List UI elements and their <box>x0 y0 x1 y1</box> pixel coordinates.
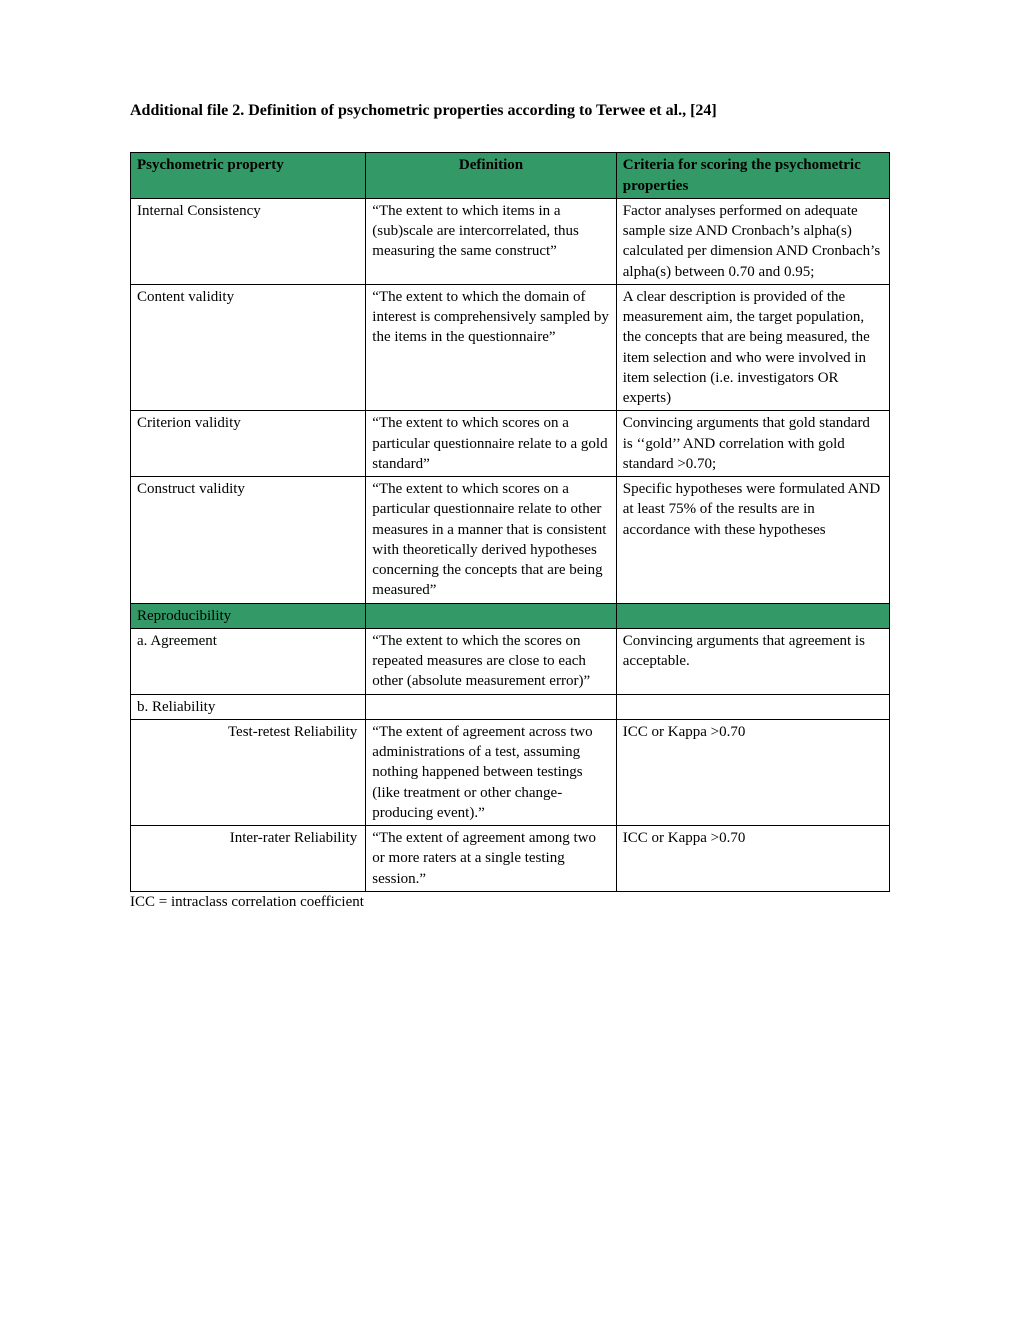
table-header-row: Psychometric property Definition Criteri… <box>131 153 890 199</box>
cell-criteria: Convincing arguments that gold standard … <box>616 411 889 477</box>
cell-definition: “The extent to which the domain of inter… <box>366 284 616 411</box>
cell-definition: “The extent to which scores on a particu… <box>366 477 616 604</box>
cell-definition: “The extent of agreement among two or mo… <box>366 826 616 892</box>
table-row: Test-retest Reliability “The extent of a… <box>131 719 890 825</box>
psychometric-table: Psychometric property Definition Criteri… <box>130 152 890 892</box>
cell-definition: “The extent to which items in a (sub)sca… <box>366 198 616 284</box>
column-header-criteria: Criteria for scoring the psychometric pr… <box>616 153 889 199</box>
cell-definition <box>366 694 616 719</box>
cell-property: a. Agreement <box>131 628 366 694</box>
footnote: ICC = intraclass correlation coefficient <box>130 894 890 911</box>
cell-criteria: A clear description is provided of the m… <box>616 284 889 411</box>
table-row: Content validity “The extent to which th… <box>131 284 890 411</box>
section-empty <box>366 603 616 628</box>
table-row: b. Reliability <box>131 694 890 719</box>
column-header-property: Psychometric property <box>131 153 366 199</box>
table-row: Construct validity “The extent to which … <box>131 477 890 604</box>
cell-property: Internal Consistency <box>131 198 366 284</box>
table-row: a. Agreement “The extent to which the sc… <box>131 628 890 694</box>
cell-property: Criterion validity <box>131 411 366 477</box>
cell-criteria: Factor analyses performed on adequate sa… <box>616 198 889 284</box>
column-header-definition: Definition <box>366 153 616 199</box>
cell-property: b. Reliability <box>131 694 366 719</box>
table-row: Criterion validity “The extent to which … <box>131 411 890 477</box>
table-row: Inter-rater Reliability “The extent of a… <box>131 826 890 892</box>
section-empty <box>616 603 889 628</box>
cell-property: Content validity <box>131 284 366 411</box>
cell-definition: “The extent to which scores on a particu… <box>366 411 616 477</box>
cell-property: Test-retest Reliability <box>131 719 366 825</box>
cell-criteria: Convincing arguments that agreement is a… <box>616 628 889 694</box>
cell-criteria <box>616 694 889 719</box>
cell-definition: “The extent of agreement across two admi… <box>366 719 616 825</box>
cell-definition: “The extent to which the scores on repea… <box>366 628 616 694</box>
cell-criteria: ICC or Kappa >0.70 <box>616 826 889 892</box>
cell-property: Inter-rater Reliability <box>131 826 366 892</box>
section-row-reproducibility: Reproducibility <box>131 603 890 628</box>
section-label: Reproducibility <box>131 603 366 628</box>
cell-criteria: ICC or Kappa >0.70 <box>616 719 889 825</box>
page-title: Additional file 2. Definition of psychom… <box>130 100 890 122</box>
cell-criteria: Specific hypotheses were formulated AND … <box>616 477 889 604</box>
table-row: Internal Consistency “The extent to whic… <box>131 198 890 284</box>
cell-property: Construct validity <box>131 477 366 604</box>
